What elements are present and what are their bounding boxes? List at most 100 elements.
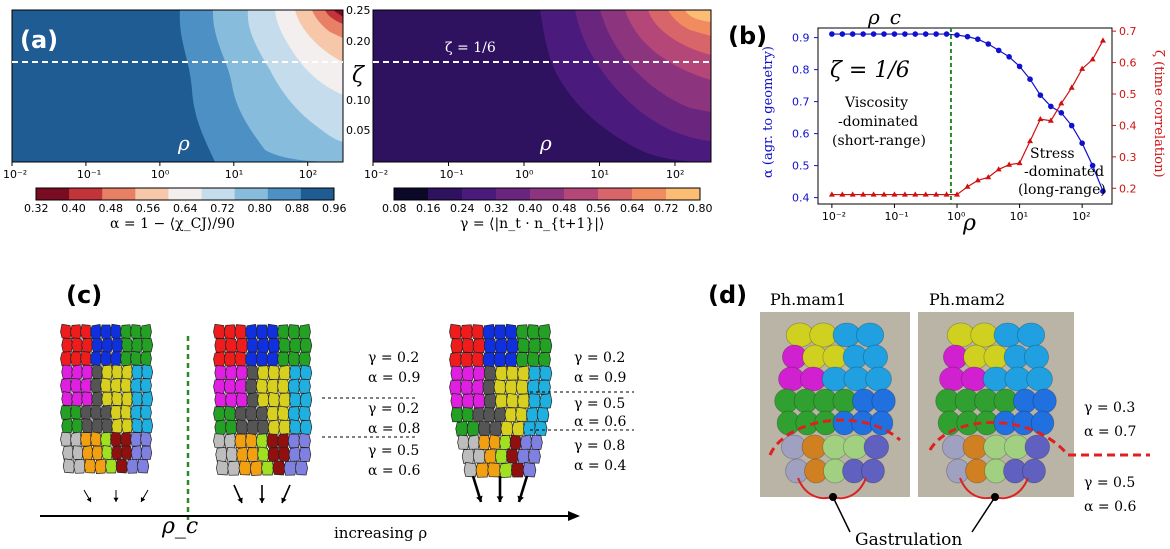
tissue-cell [499,434,512,451]
tissue-cell [111,338,124,353]
tissue-cell [517,365,530,382]
tissue-cell [500,420,514,436]
tissue-cell [213,378,226,394]
tissue-cell [223,405,237,421]
zeta-label: ζ = 1/6 [830,58,910,83]
alpha-colorbar-tick: 0.88 [285,202,310,215]
embryo-cell [865,366,892,392]
zeta-point [912,191,919,197]
gamma-colorbar-swatch [428,188,463,200]
x-tick-label: 10⁻¹ [439,168,463,181]
tissue-cell [101,337,114,353]
tissue-cell [257,337,270,354]
tissue-high-rho [449,323,553,478]
gamma-colorbar-tick: 0.64 [620,202,645,215]
x-tick-label: 10² [666,168,684,181]
gamma-colorbar-swatch [530,188,565,200]
force-arrowhead-icon [281,497,287,503]
force-arrowhead-icon [140,497,146,502]
tissue-cell [80,432,92,447]
tissue-cell [471,379,485,396]
tissue-cell [488,434,501,450]
tissue-cell [60,405,72,420]
tissue-cell [267,365,281,380]
tissue-mid-rho [213,323,313,476]
tissue-cell [299,392,313,408]
gastrulation-boundary-2 [928,421,1150,457]
rho-c-label: ρ_c [161,514,198,539]
tissue-cell [460,379,474,395]
tissue-cell [487,462,501,478]
alpha-point [881,31,887,37]
alpha-value: α = 0.7 [1084,424,1136,440]
alpha-point [1079,140,1085,146]
tissue-cell [213,351,226,367]
tissue-cell [266,433,279,449]
tissue-cell [80,324,92,339]
alpha-value: α = 0.4 [574,458,626,474]
x-tick-label: 10⁰ [515,168,534,181]
panel-c: (c) ρ_c increasing ρ γ = 0.2 α = 0.9 γ =… [40,281,634,542]
tissue-cell [130,377,142,394]
tissue-cell [506,392,519,409]
tissue-cell [71,418,84,433]
gamma-value: γ = 0.2 [368,401,419,417]
tissue-cell [277,405,290,421]
zeta-point [901,191,908,197]
force-arrowhead-icon [259,498,265,503]
alpha-value: α = 0.9 [574,370,626,386]
alpha-point [922,31,929,37]
embryo-cell [855,322,885,348]
tissue-cell [493,351,507,367]
tissue-cell [223,378,237,394]
alpha-colorbar-swatch [168,188,203,200]
x-tick-label: 10¹ [1010,210,1028,223]
tissue-cell [90,378,102,393]
x-tick-label: 10⁻¹ [884,210,908,223]
tissue-cell [245,351,258,367]
axis-arrowhead-icon [568,511,580,521]
alpha-value: α = 0.6 [574,414,626,430]
gamma-heatmap [373,10,711,162]
tissue-cell [515,324,529,340]
y-left-label: α (agr. to geometry) [761,46,776,178]
alpha-point [870,31,877,37]
tissue-cell [287,406,301,422]
tissue-cell [483,407,496,423]
tissue-cell [267,391,281,408]
tissue-cell [515,352,529,367]
tissue-cell [298,324,311,340]
alpha-point [1016,63,1023,70]
tissue-cell [515,379,529,395]
tissue-cell [287,351,301,367]
tissue-cell [121,391,134,407]
stress-annotation: Stress -dominated (long-range) [1018,146,1109,198]
tissue-cell [246,419,259,435]
alpha-point [891,31,898,37]
gamma-colorbar-swatch [394,188,429,200]
alpha-point [1058,110,1065,116]
gamma-colorbar-swatch [632,188,667,200]
tissue-cell [70,378,82,393]
y-left-tick-label: 0.5 [792,160,810,173]
tissue-cell [81,391,94,407]
panel-a: (a) ρ 0.25 0.20 0.10 0.05 ζ ζ = 1/6 ρ 10… [3,4,713,232]
tissue-cell [225,364,238,381]
tissue-cell [81,445,94,461]
tissue-cell [62,458,76,474]
tissue-cell [100,351,112,366]
alpha-colorbar-swatch [102,188,136,200]
zeta-point [974,177,981,183]
tissue-cell [482,379,496,395]
panel-d: (d) Ph.mam1 Ph.mam2 Gastrulation γ = 0.3… [708,281,1150,549]
gamma-colorbar-frame [393,187,701,201]
tissue-cell [141,337,154,353]
tissue-cell [60,323,72,339]
y-right-tick-label: 0.7 [1119,25,1137,38]
tissue-cell [482,351,496,368]
tissue-cell [299,337,313,353]
alpha-value: α = 0.9 [368,370,420,386]
panel-b: (b) 10⁻² 10⁻¹ 10⁰ 10¹ 10² 0.4 0.5 0.6 0.7 0.8 0.9 0… [728,5,1166,236]
tissue-cell [227,460,241,476]
tissue-cell [511,420,525,437]
